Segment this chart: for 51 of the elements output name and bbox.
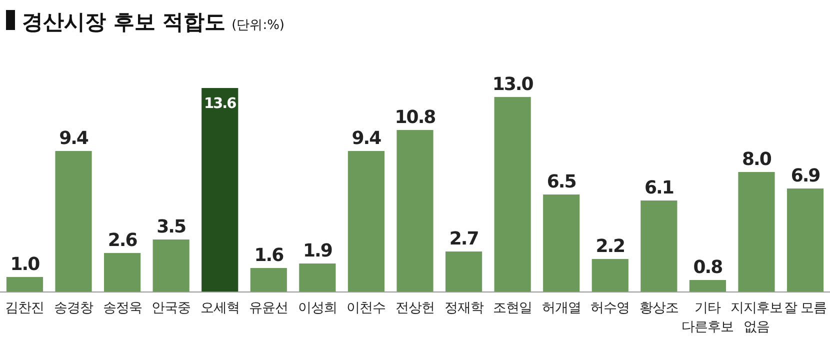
x-tick-label: 송정욱 xyxy=(102,300,142,316)
bar xyxy=(6,277,44,292)
data-label: 8.0 xyxy=(742,149,772,170)
bar xyxy=(786,188,824,292)
x-tick-label: 오세혁 xyxy=(200,300,240,316)
data-label: 2.6 xyxy=(108,230,138,251)
data-label: 6.9 xyxy=(790,166,820,186)
chart-subtitle: (단위:%) xyxy=(232,18,285,33)
data-label: 1.9 xyxy=(302,240,332,262)
bar xyxy=(738,172,775,292)
x-tick-label: 송경창 xyxy=(54,300,94,316)
x-tick-label: 전상헌 xyxy=(396,300,434,316)
x-tick-label: 잘 모름 xyxy=(784,300,826,316)
x-tick-label: 허수영 xyxy=(590,300,630,316)
data-label: 1.6 xyxy=(254,245,284,266)
x-tick-label: 조현일 xyxy=(493,300,532,316)
bar xyxy=(152,240,190,292)
bar xyxy=(494,97,531,292)
x-tick-label: 안국중 xyxy=(152,300,191,316)
data-label: 6.5 xyxy=(546,172,576,192)
bar xyxy=(299,264,336,292)
data-label: 9.4 xyxy=(59,128,88,149)
bar xyxy=(543,194,580,292)
bar xyxy=(202,88,238,292)
data-label: 10.8 xyxy=(394,107,436,128)
x-tick-label: 유윤선 xyxy=(249,300,288,316)
data-label: 1.0 xyxy=(10,254,40,275)
bar xyxy=(689,280,726,292)
x-tick-label: 이천수 xyxy=(346,300,386,316)
x-tick-label: 황상조 xyxy=(639,300,678,316)
x-tick-label: 정재학 xyxy=(444,300,484,316)
chart-title: 경산시장 후보 적합도 xyxy=(22,10,226,34)
bar xyxy=(445,252,482,292)
bar xyxy=(592,259,628,292)
x-tick-label: 허개열 xyxy=(542,300,581,316)
bar xyxy=(348,151,385,292)
data-label: 2.7 xyxy=(449,228,479,250)
data-label: 0.8 xyxy=(693,257,723,278)
x-tick-label: 이성희 xyxy=(298,300,337,316)
data-label: 6.1 xyxy=(644,178,674,198)
bar xyxy=(396,130,434,292)
data-label: 9.4 xyxy=(352,128,382,149)
data-label: 13.6 xyxy=(204,96,237,112)
bar xyxy=(55,151,92,292)
bar xyxy=(640,200,678,292)
x-tick-label: 김찬진 xyxy=(5,300,44,316)
bar xyxy=(250,268,287,292)
bar xyxy=(104,253,141,292)
data-label: 3.5 xyxy=(156,216,186,238)
data-label: 13.0 xyxy=(492,74,534,95)
data-label: 2.2 xyxy=(596,236,625,257)
